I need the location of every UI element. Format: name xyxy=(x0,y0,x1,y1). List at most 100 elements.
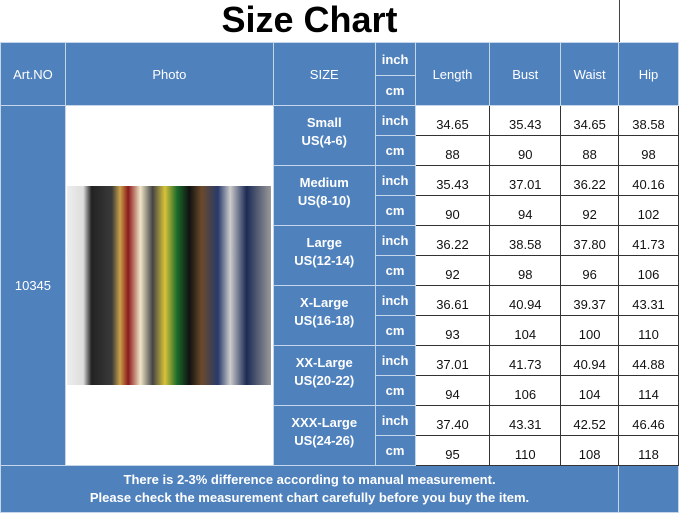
measurement-value: 88 xyxy=(560,135,620,166)
unit-label: inch xyxy=(374,225,416,256)
size-name: XX-Large xyxy=(295,355,353,370)
measurement-value: 40.16 xyxy=(618,165,679,196)
size-us: US(20-22) xyxy=(294,373,355,388)
header-waist: Waist xyxy=(560,42,620,106)
table-row: Medium US(8-10) inch 35.43 37.01 36.22 40.16 xyxy=(1,165,679,226)
header-length: Length xyxy=(414,42,491,106)
measurement-value: 44.88 xyxy=(618,345,679,376)
measurement-value: 37.80 xyxy=(560,225,620,256)
measurement-value: 37.01 xyxy=(414,345,491,376)
measurement-value: 43.31 xyxy=(489,405,562,436)
measurement-value: 35.43 xyxy=(489,105,562,136)
unit-label: inch xyxy=(374,165,416,196)
measurement-value: 94 xyxy=(414,375,491,406)
footer-line-1: There is 2-3% difference according to ma… xyxy=(123,472,496,487)
measurement-value: 41.73 xyxy=(489,345,562,376)
size-us: US(16-18) xyxy=(294,313,355,328)
measurement-value: 38.58 xyxy=(618,105,679,136)
header-art-no: Art.NO xyxy=(0,42,66,106)
measurement-value: 38.58 xyxy=(489,225,562,256)
size-table: Art.NO Photo SIZE inch Length Bust Waist… xyxy=(0,42,679,513)
measurement-value: 108 xyxy=(560,435,620,466)
size-name: X-Large xyxy=(300,295,349,310)
measurement-value: 90 xyxy=(489,135,562,166)
measurement-value: 35.43 xyxy=(414,165,491,196)
table-row: cm 93 104 100 110 xyxy=(1,315,679,346)
footer-row: There is 2-3% difference according to ma… xyxy=(0,465,679,513)
measurement-value: 88 xyxy=(414,135,491,166)
unit-label: inch xyxy=(374,105,416,136)
measurement-value: 40.94 xyxy=(489,285,562,316)
measurement-value: 102 xyxy=(618,195,679,226)
size-label: X-Large US(16-18) xyxy=(272,285,376,346)
unit-label: cm xyxy=(374,255,416,286)
size-name: XXX-Large xyxy=(291,415,358,430)
table-row: cm 95 110 108 118 xyxy=(1,435,679,466)
measurement-value: 104 xyxy=(560,375,620,406)
table-row: X-Large US(16-18) inch 36.61 40.94 39.37 43.31 xyxy=(1,285,679,346)
measurement-value: 36.22 xyxy=(414,225,491,256)
measurement-value: 46.46 xyxy=(618,405,679,436)
measurement-value: 104 xyxy=(489,315,562,346)
unit-label: cm xyxy=(374,135,416,166)
measurement-value: 92 xyxy=(560,195,620,226)
table-row: XXX-Large US(24-26) inch 37.40 43.31 42.52 46.… xyxy=(1,405,679,466)
measurement-value: 94 xyxy=(489,195,562,226)
size-us: US(12-14) xyxy=(294,253,355,268)
measurement-value: 34.65 xyxy=(414,105,491,136)
measurement-value: 95 xyxy=(414,435,491,466)
product-photo-cell xyxy=(64,105,274,466)
measurement-value: 90 xyxy=(414,195,491,226)
page-title: Size Chart xyxy=(221,0,398,40)
unit-label: inch xyxy=(374,345,416,376)
art-no-value: 10345 xyxy=(0,105,66,466)
product-photo xyxy=(67,186,272,385)
size-label: Large US(12-14) xyxy=(272,225,376,286)
size-us: US(24-26) xyxy=(294,433,355,448)
footer-note: There is 2-3% difference according to ma… xyxy=(0,465,620,513)
unit-label: cm xyxy=(374,375,416,406)
measurement-value: 34.65 xyxy=(560,105,620,136)
table-row: cm 88 90 88 98 xyxy=(1,135,679,166)
size-label: XXX-Large US(24-26) xyxy=(272,405,376,466)
size-label: Small US(4-6) xyxy=(272,105,376,166)
measurement-value: 36.22 xyxy=(560,165,620,196)
measurement-value: 118 xyxy=(618,435,679,466)
table-row: cm 92 98 96 106 xyxy=(1,255,679,286)
table-row: Large US(12-14) inch 36.22 38.58 37.80 41.73 xyxy=(1,225,679,286)
measurement-value: 110 xyxy=(489,435,562,466)
measurement-value: 96 xyxy=(560,255,620,286)
unit-label: inch xyxy=(374,285,416,316)
size-us: US(4-6) xyxy=(301,133,347,148)
measurement-value: 41.73 xyxy=(618,225,679,256)
table-row: cm 90 94 92 102 xyxy=(1,195,679,226)
size-name: Large xyxy=(306,235,342,250)
header-hip: Hip xyxy=(618,42,679,106)
measurement-value: 36.61 xyxy=(414,285,491,316)
footer-line-2: Please check the measurement chart caref… xyxy=(89,490,530,505)
size-us: US(8-10) xyxy=(297,193,351,208)
measurement-value: 40.94 xyxy=(560,345,620,376)
size-label: Medium US(8-10) xyxy=(272,165,376,226)
measurement-value: 37.01 xyxy=(489,165,562,196)
unit-label: inch xyxy=(374,405,416,436)
measurement-value: 106 xyxy=(618,255,679,286)
measurement-value: 92 xyxy=(414,255,491,286)
measurement-value: 98 xyxy=(489,255,562,286)
size-name: Small xyxy=(306,115,342,130)
measurement-value: 114 xyxy=(618,375,679,406)
header-unit-inch: inch xyxy=(374,42,416,76)
title-divider xyxy=(619,0,679,42)
footer-blank xyxy=(618,465,679,513)
header-photo: Photo xyxy=(64,42,274,106)
measurement-value: 39.37 xyxy=(560,285,620,316)
unit-label: cm xyxy=(374,315,416,346)
measurement-value: 98 xyxy=(618,135,679,166)
measurement-value: 100 xyxy=(560,315,620,346)
measurement-value: 110 xyxy=(618,315,679,346)
size-label: XX-Large US(20-22) xyxy=(272,345,376,406)
measurement-value: 43.31 xyxy=(618,285,679,316)
measurement-value: 93 xyxy=(414,315,491,346)
measurement-value: 37.40 xyxy=(414,405,491,436)
size-name: Medium xyxy=(299,175,349,190)
